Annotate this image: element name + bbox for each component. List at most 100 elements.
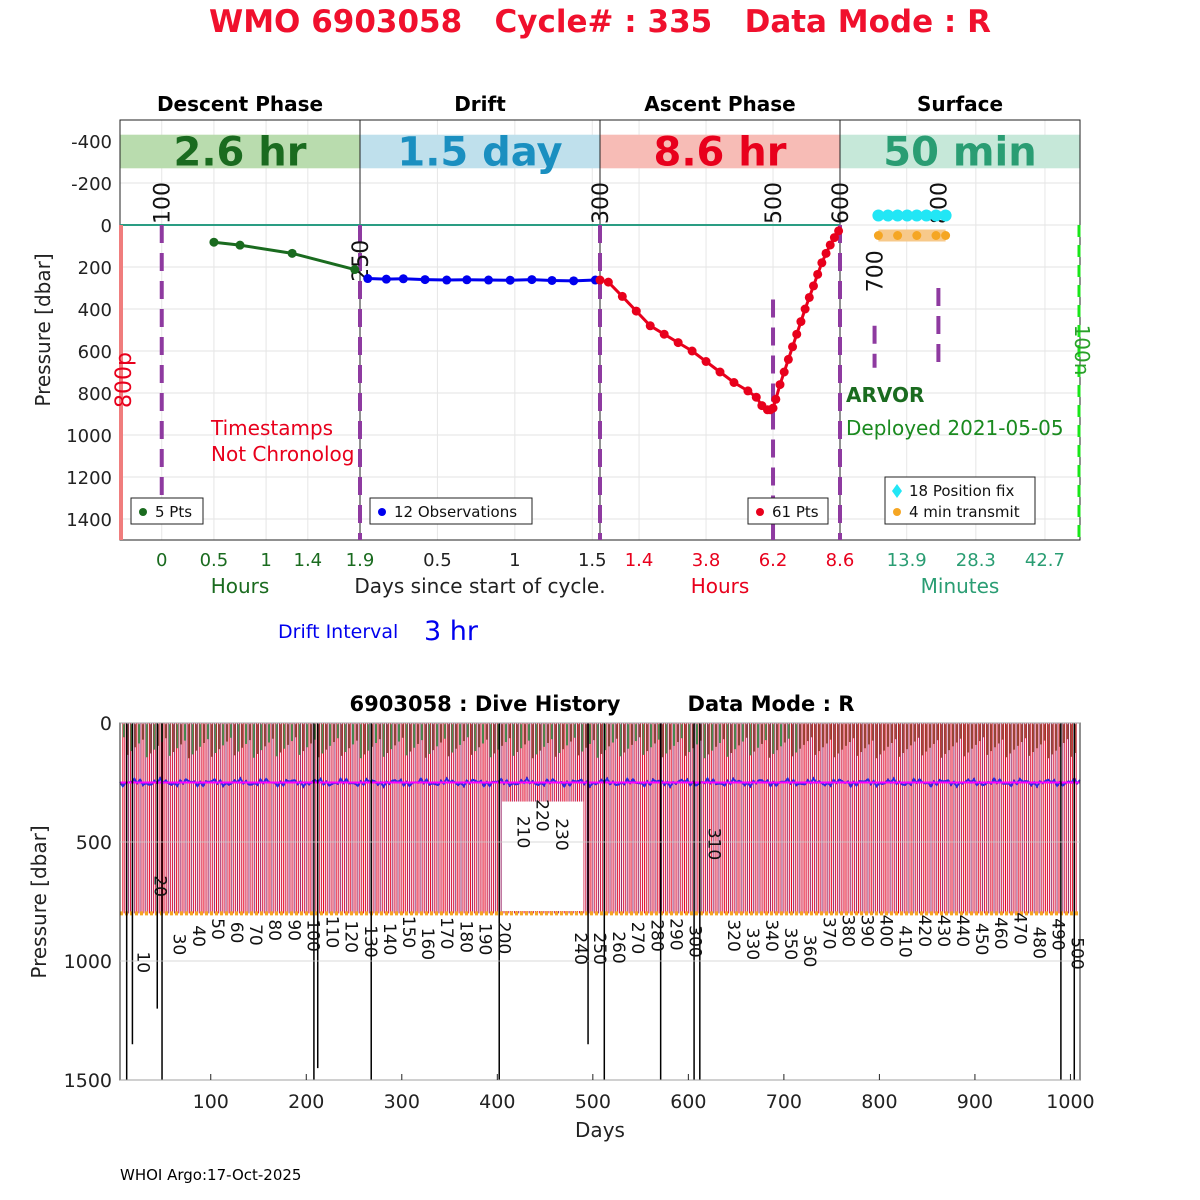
data-point-descent — [209, 237, 219, 247]
cycle-number-label: 450 — [971, 923, 991, 955]
y-tick-label: 1200 — [66, 468, 112, 489]
cycle-number-label: 180 — [455, 921, 475, 953]
data-point-ascent — [821, 248, 831, 258]
history-x-axis-label: Days — [575, 1118, 625, 1142]
cycle-number-label: 470 — [1009, 912, 1029, 944]
data-point-ascent — [595, 275, 605, 285]
history-x-tick-label: 300 — [384, 1091, 420, 1113]
cycle-number-label: 90 — [283, 919, 303, 941]
data-point-ascent — [751, 392, 761, 402]
cycle-number-label: 440 — [952, 915, 972, 947]
cycle-marker-label: 700 — [864, 250, 889, 292]
legend-drift-box — [369, 497, 533, 525]
x-tick-label-descent: 0 — [156, 550, 167, 571]
data-point-ascent — [715, 367, 725, 377]
cycle-number-label: 410 — [895, 925, 915, 957]
history-data-mode: Data Mode : R — [688, 692, 855, 716]
cycle-number-label: 70 — [245, 924, 265, 946]
x-tick-label-surface: 13.9 — [887, 550, 927, 571]
data-point-ascent — [825, 240, 835, 250]
x-tick-label-ascent: 3.8 — [692, 550, 721, 571]
cycle-marker-label: 600 — [829, 182, 854, 224]
data-point-drift — [363, 274, 373, 284]
cycle-number-label: 360 — [799, 935, 819, 967]
cycle-marker-label: 300 — [589, 182, 614, 224]
data-point-position-fixes — [872, 209, 885, 222]
drift-interval-value: 3 hr — [424, 616, 479, 647]
data-point-drift — [547, 275, 557, 285]
legend-marker — [893, 508, 901, 516]
drift-interval-label: Drift Interval — [278, 621, 398, 643]
deployment-date: Deployed 2021-05-05 — [846, 416, 1064, 440]
phase-heading-surface: Surface — [917, 92, 1003, 116]
cycle-number-label: 260 — [608, 931, 628, 963]
cycle-number-label: 300 — [685, 925, 705, 957]
legend-marker — [892, 484, 902, 498]
history-x-tick-label: 800 — [861, 1091, 897, 1113]
data-point-drift — [420, 275, 430, 285]
data-point-ascent — [687, 346, 697, 356]
data-point-drift — [462, 275, 472, 285]
dive-history-chart: 0 500 1000 1500 100 200 300 400 500 600 700 800 900 1… — [27, 692, 1095, 1142]
history-x-tick-label: 500 — [575, 1091, 611, 1113]
cycle-number-label: 490 — [1048, 918, 1068, 950]
data-point-drift — [398, 274, 408, 284]
data-point-ascent — [617, 291, 627, 301]
cycle-number-label: 340 — [761, 919, 781, 951]
y-tick-label: 800 — [78, 384, 112, 405]
data-point-ascent — [796, 317, 806, 327]
cycle-number-label: 150 — [398, 916, 418, 948]
float-type: ARVOR — [846, 383, 924, 407]
x-tick-label-descent: 1 — [260, 550, 271, 571]
data-point-ascent — [673, 338, 683, 348]
legend-label: 18 Position fix — [909, 482, 1014, 500]
y-axis-label: Pressure [dbar] — [31, 253, 55, 406]
max-depth-label: 800p — [112, 352, 137, 408]
x-tick-label-descent: 0.5 — [200, 550, 229, 571]
cycle-number-label: 430 — [933, 915, 953, 947]
profile-gap — [502, 801, 584, 912]
legend-drift: 12 Observations — [369, 497, 533, 525]
data-point-position-fixes — [901, 209, 914, 222]
footer-credit: WHOI Argo:17-Oct-2025 — [120, 1166, 302, 1184]
duration-band-surface — [840, 134, 1080, 169]
cycle-number-label: 170 — [436, 917, 456, 949]
x-axis-label-descent: Hours — [211, 574, 270, 598]
y-tick-label: 0 — [101, 216, 112, 237]
legend-descent: 5 Pts — [130, 497, 204, 525]
x-tick-label-ascent: 6.2 — [759, 550, 788, 571]
data-point-drift — [505, 275, 515, 285]
y-tick-label: 1400 — [66, 510, 112, 531]
x-axis-label-drift: Days since start of cycle. — [354, 574, 605, 598]
duration-band-drift — [360, 134, 600, 169]
y-tick-label: -200 — [71, 174, 112, 195]
x-axis-label-ascent: Hours — [691, 574, 750, 598]
legend-label: 5 Pts — [155, 503, 192, 521]
y-tick-label: 600 — [78, 342, 112, 363]
cycle-number-label: 80 — [264, 919, 284, 941]
data-point-ascent — [783, 354, 793, 364]
legend-marker — [756, 508, 764, 516]
cycle-number-label: 190 — [474, 923, 494, 955]
data-point-transmit — [931, 231, 941, 240]
cycle-number-label: 240 — [570, 932, 590, 964]
descent-bars — [122, 724, 1077, 759]
data-point-ascent — [775, 380, 785, 390]
cycle-number-label: 460 — [990, 917, 1010, 949]
timestamp-warning: Timestamps — [210, 416, 333, 440]
history-y-tick-label: 1500 — [64, 1070, 112, 1092]
data-point-descent — [287, 248, 297, 258]
data-point-transmit — [873, 231, 883, 240]
x-axis-label-surface: Minutes — [921, 574, 1000, 598]
cycle-number-label: 50 — [207, 918, 227, 940]
data-point-descent — [350, 265, 360, 275]
data-point-position-fixes — [891, 209, 904, 222]
data-point-ascent — [743, 386, 753, 396]
data-point-transmit — [941, 231, 951, 240]
x-tick-label-drift: 0.5 — [423, 550, 452, 571]
legend-marker — [139, 508, 147, 516]
cycle-number-label: 320 — [723, 919, 743, 951]
duration-label-descent: 2.6 hr — [174, 130, 307, 176]
cycle-number-label: 250 — [589, 932, 609, 964]
